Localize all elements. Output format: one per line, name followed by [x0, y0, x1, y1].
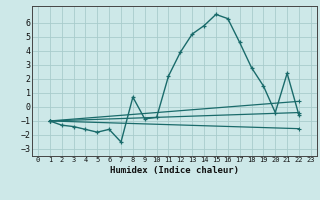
X-axis label: Humidex (Indice chaleur): Humidex (Indice chaleur) — [110, 166, 239, 175]
